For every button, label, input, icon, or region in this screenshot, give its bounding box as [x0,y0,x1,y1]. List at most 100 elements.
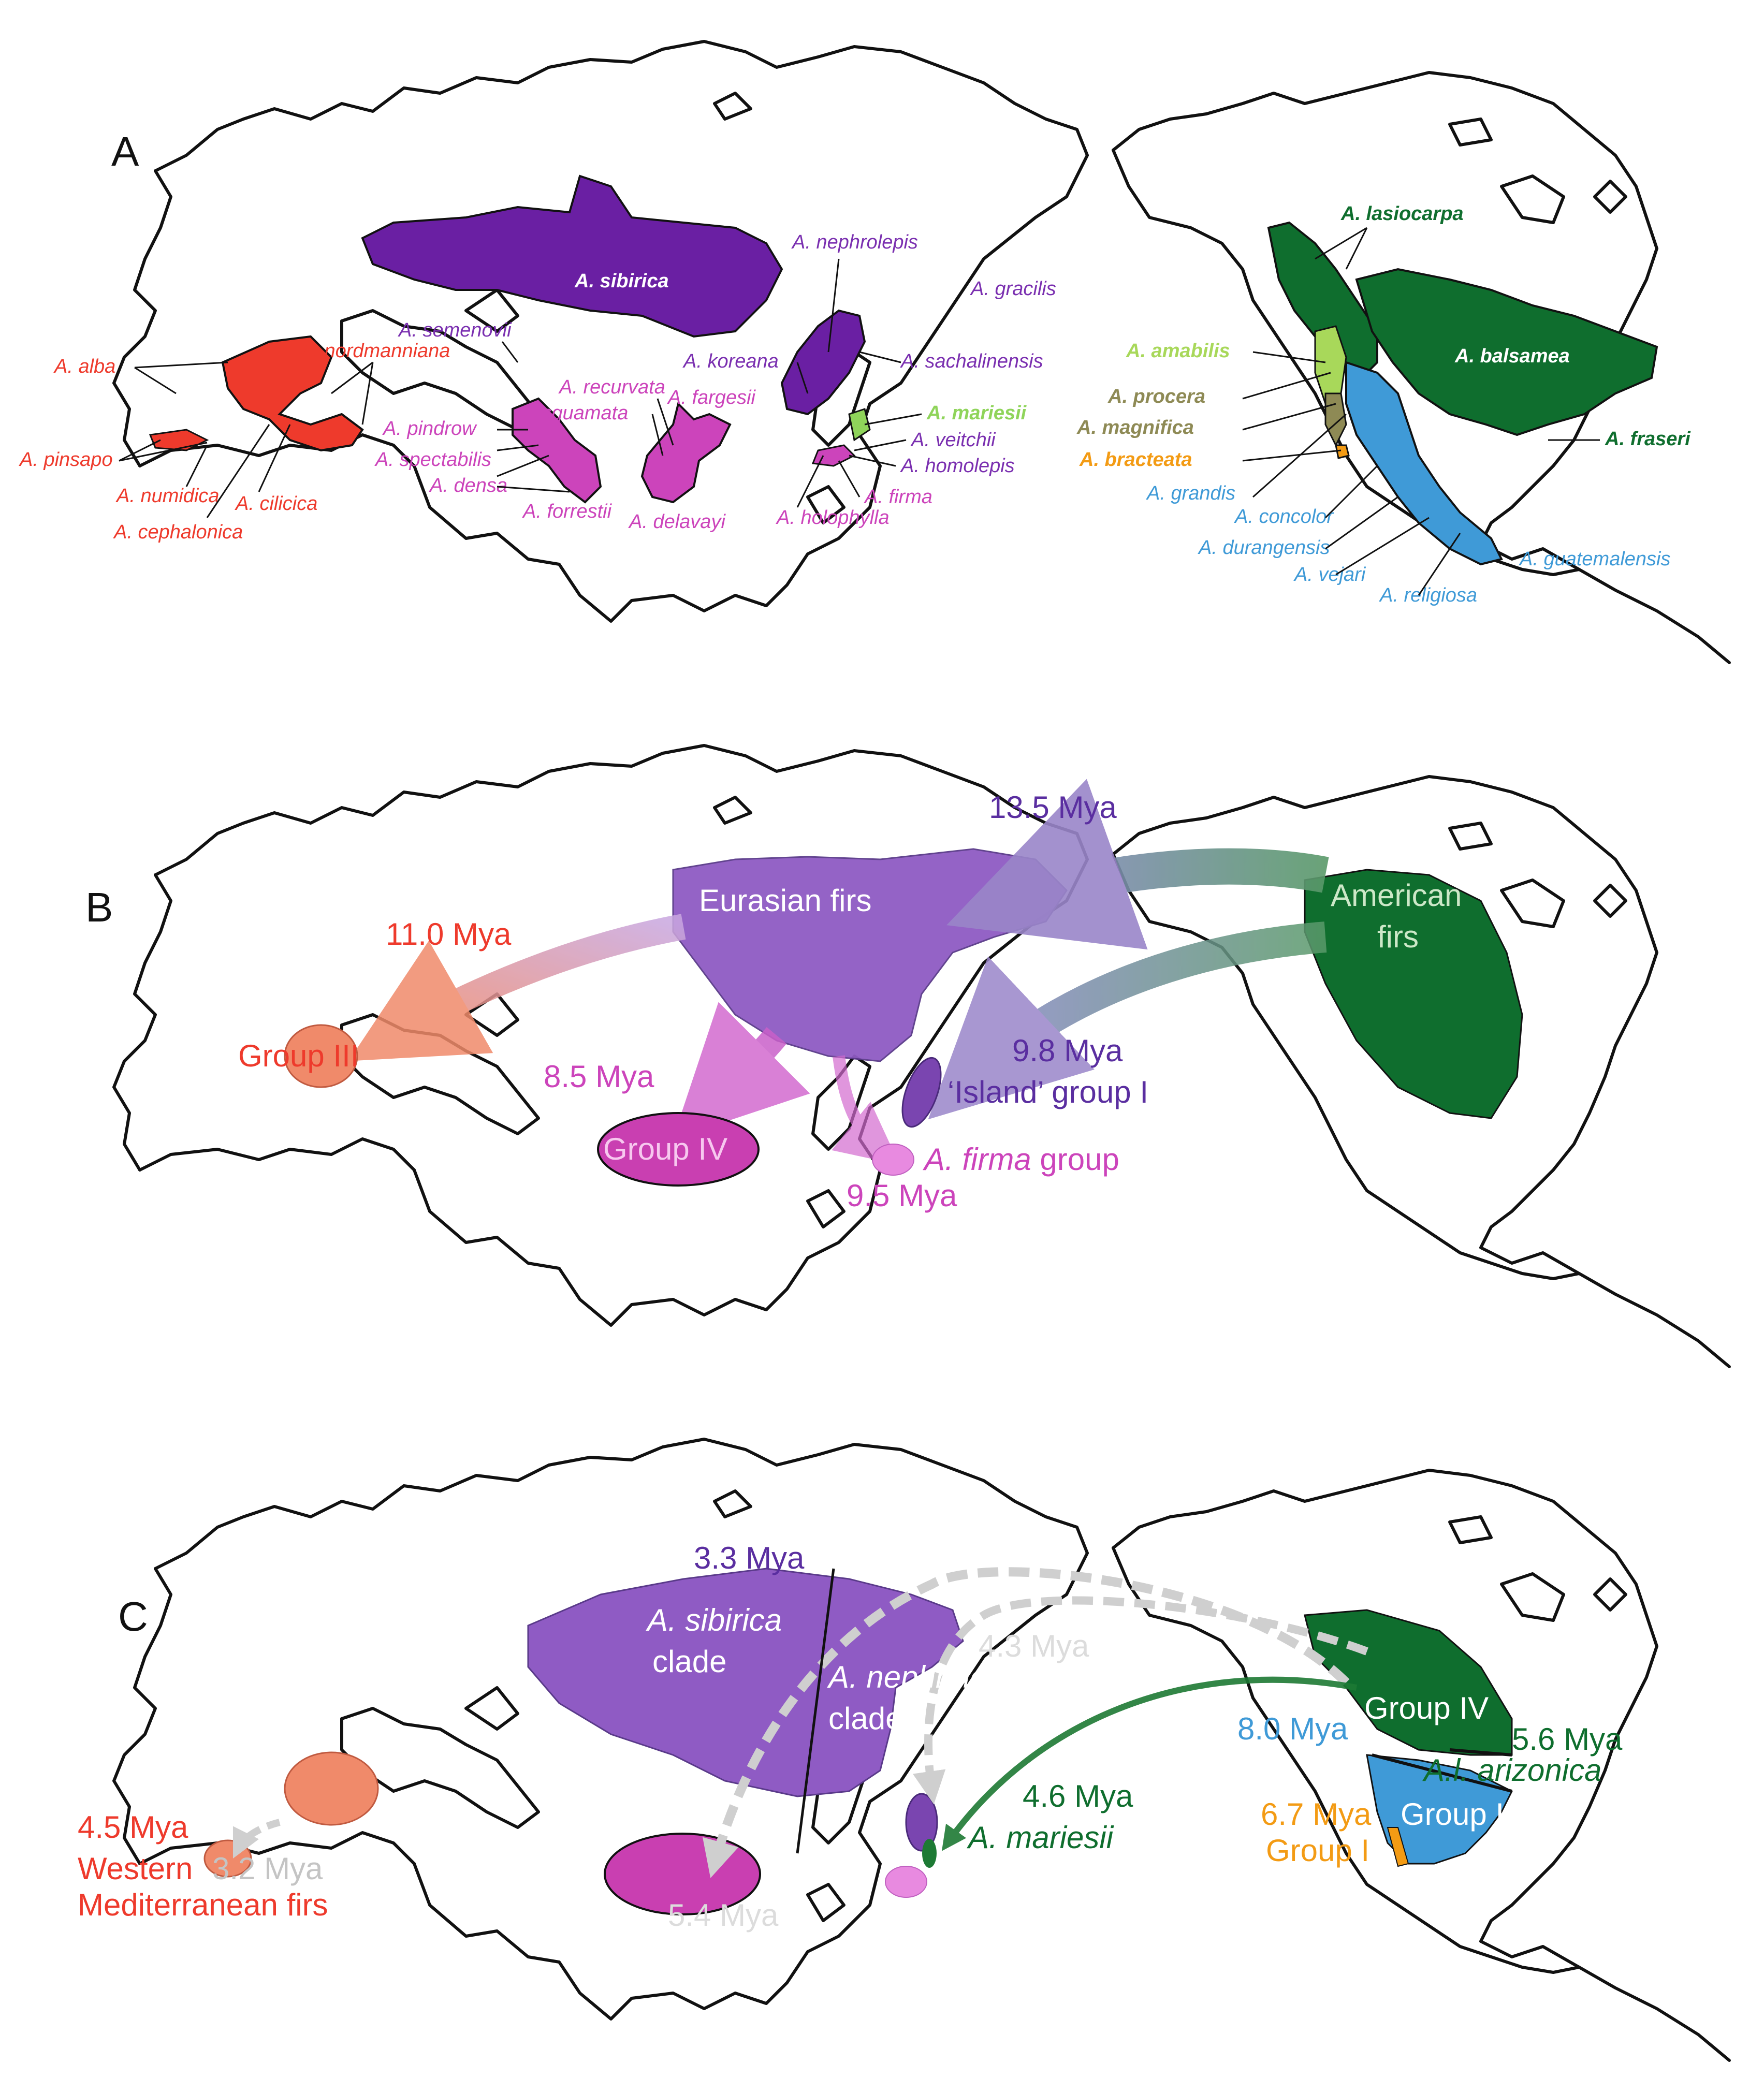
label-vejari: A. vejari [1293,564,1366,586]
range-procera [1324,392,1347,447]
time-4-5: 4.5 Mya [78,1810,188,1845]
label-gracilis: A. gracilis [970,278,1056,300]
range-balsamea [1355,268,1658,436]
island-group-area [901,1057,942,1128]
label-bracteata: A. bracteata [1079,449,1192,471]
green-dispersal-to-japan [941,1676,1358,1851]
label-firma-suffix: group [1031,1142,1119,1177]
label-cilicica: A. cilicica [235,493,317,515]
grey-dispersal-to-nephrolepis [912,1596,1368,1805]
label-delavayi: A. delavayi [628,511,726,533]
label-lasiocarpa: A. lasiocarpa [1340,203,1464,225]
label-mariesii-c: A. mariesii [967,1820,1114,1855]
mediterranean-area [284,1751,379,1826]
sibirica-clade-area [527,1568,964,1797]
label-pindrow: A. pindrow [382,418,477,440]
label-homolepis: A. homolepis [900,455,1015,477]
panel-b-letter: B [85,884,113,930]
panel-c: C 3.3 Mya A. sibirica clade 4.3 Mya A. n… [78,1439,1729,2060]
label-nephrolepis: A. nephrolepis [791,231,918,253]
label-sibirica-2: clade [652,1644,726,1679]
label-eurasian-firs: Eurasian firs [699,883,871,918]
label-fargesii: A. fargesii [667,387,756,408]
panel-a: A A. alba A. nordmanniana A. pinsapo A. … [19,41,1729,663]
label-american-2: firs [1377,919,1419,954]
label-group3: Group III [238,1038,359,1073]
range-sibirica [361,174,783,338]
panel-a-letter: A [111,128,139,174]
panel-c-eurasia-coastline [114,1439,1087,2019]
label-holophylla: A. holophylla [776,507,890,529]
label-firma: A. firma [864,486,932,508]
label-sibirica-1: A. sibirica [646,1603,782,1637]
time-8-0: 8.0 Mya [1237,1711,1348,1746]
panel-b: B Eurasian firs American firs 13.5 Mya 1… [85,745,1729,1367]
time-5-4: 5.4 Mya [668,1898,779,1933]
range-japan-magenta [811,444,856,467]
japan-magenta-area [885,1866,927,1898]
label-nephrolepis-2: clade [828,1701,902,1736]
label-magnifica: A. magnifica [1076,417,1194,438]
range-nephrolepis [780,309,866,416]
label-durangensis: A. durangensis [1198,537,1330,559]
arrow-eurasian-to-group3 [348,914,686,1061]
label-firma-group: A. firma group [923,1142,1119,1177]
label-grandis: A. grandis [1146,482,1235,504]
time-11-0: 11.0 Mya [386,917,512,952]
time-4-6: 4.6 Mya [1023,1779,1133,1813]
label-semenovii: A. semenovii [398,319,512,341]
panel-a-eurasia-coastline [114,41,1087,621]
arrow-american-to-island [928,921,1327,1120]
panel-c-letter: C [118,1593,148,1640]
label-cephalonica: A. cephalonica [113,521,243,543]
label-fraseri: A. fraseri [1605,428,1691,450]
label-arizonica: A.l. arizonica [1422,1753,1601,1788]
firma-group-area [872,1144,914,1176]
time-9-8: 9.8 Mya [1012,1033,1123,1068]
time-4-3: 4.3 Mya [979,1629,1089,1663]
label-spectabilis: A. spectabilis [374,449,491,471]
label-veitchii: A. veitchii [910,429,996,451]
group1-america-area [1387,1827,1409,1867]
time-5-6: 5.6 Mya [1512,1722,1623,1757]
label-group2: Group II [1401,1797,1513,1832]
arrow-eurasian-to-firma [832,1055,900,1165]
group3-area [284,1024,358,1088]
range-east-asia-china [640,402,732,504]
divergence-line [796,1568,835,1854]
arizonica-line [1372,1753,1512,1793]
label-western-1: Western [78,1851,193,1886]
label-sibirica: A. sibirica [574,270,669,292]
grey-dispersal-to-group4-asia [702,1567,1350,1878]
label-group1: Group I [1266,1833,1369,1868]
panel-a-leader-lines [119,227,1600,596]
grey-dispersal-medit [232,1819,281,1859]
time-8-5: 8.5 Mya [544,1059,654,1094]
label-sachalinensis: A. sachalinensis [900,350,1043,372]
label-forrestii: A. forrestii [522,501,613,522]
label-guatemalensis: A. guatemalensis [1519,548,1671,570]
label-squamata: A. squamata [517,402,628,424]
label-nephrolepis-1: A. nephrolepis [827,1660,1027,1694]
label-concolor: A. concolor [1234,506,1334,528]
label-group4-america: Group IV [1364,1691,1489,1725]
american-firs-area [1304,869,1523,1119]
label-koreana: A. koreana [682,350,779,372]
label-religiosa: A. religiosa [1379,584,1477,606]
label-procera: A. procera [1107,386,1205,407]
label-group4: Group IV [603,1132,727,1166]
label-amabilis: A. amabilis [1126,340,1230,362]
label-firma-name: A. firma [923,1142,1031,1177]
label-western-2: Mediterranean firs [78,1887,328,1922]
label-island-group: ‘Island’ group I [947,1075,1148,1109]
range-mariesii [848,408,871,442]
label-american-1: American [1331,878,1462,913]
label-alba: A. alba [53,356,115,377]
time-3-3: 3.3 Mya [694,1541,805,1575]
label-densa: A. densa [429,475,507,496]
time-6-7: 6.7 Mya [1261,1797,1372,1832]
label-numidica: A. numidica [115,485,220,507]
time-13-5: 13.5 Mya [989,790,1117,825]
label-balsamea: A. balsamea [1454,345,1570,367]
